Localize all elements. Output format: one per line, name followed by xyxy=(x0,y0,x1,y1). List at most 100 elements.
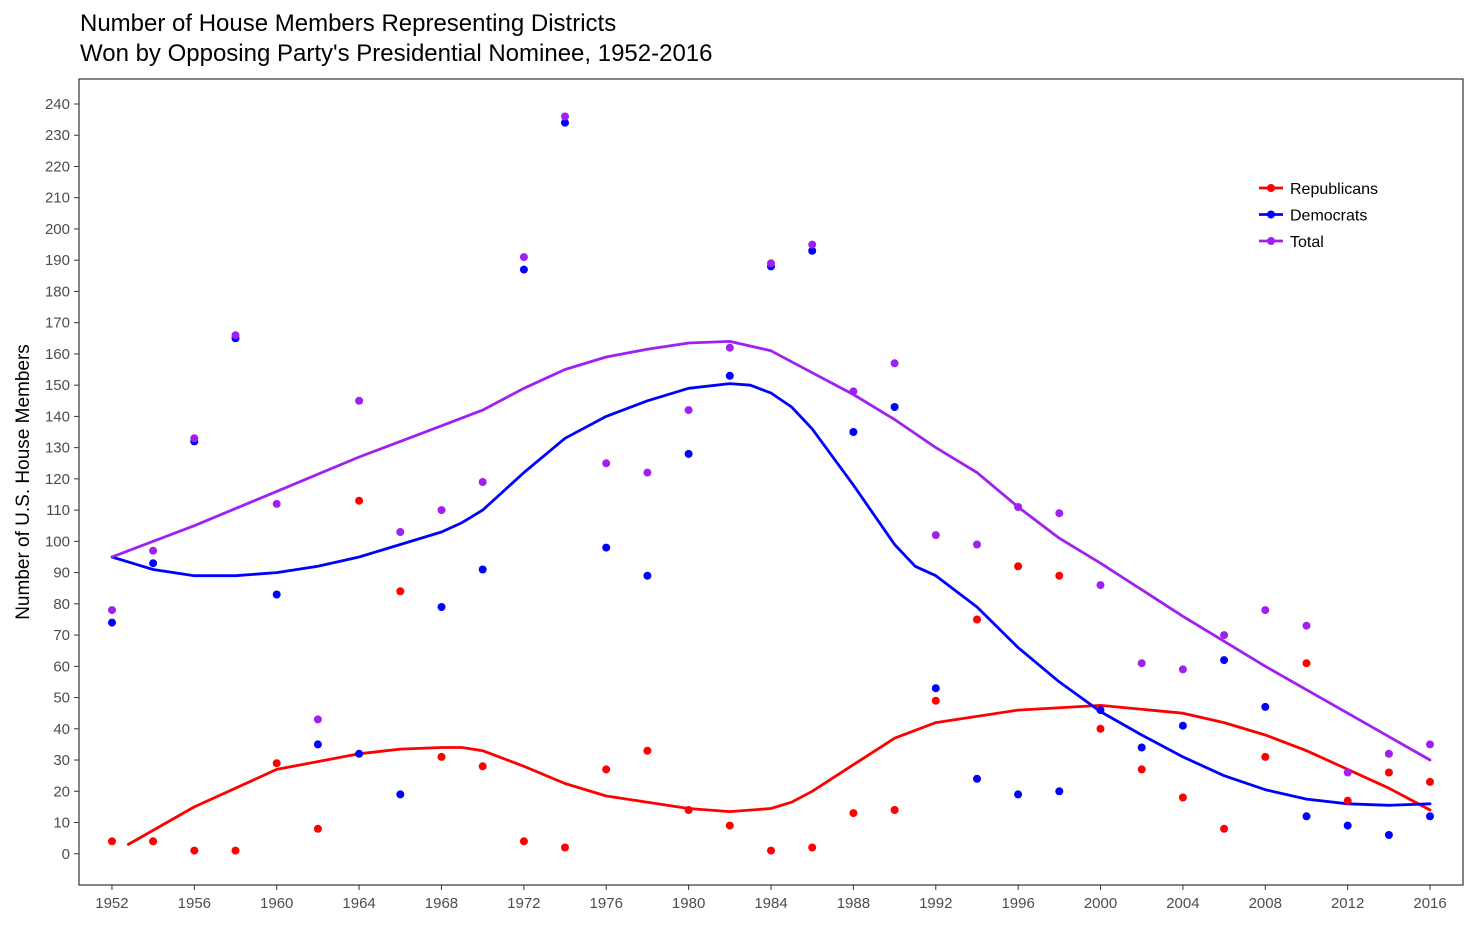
data-point-democrats xyxy=(931,684,940,693)
data-point-total xyxy=(849,387,858,396)
data-point-republicans xyxy=(272,759,281,768)
data-point-republicans xyxy=(1220,824,1229,833)
data-point-total xyxy=(602,459,611,468)
data-point-democrats xyxy=(1426,812,1434,821)
data-point-democrats xyxy=(355,749,364,758)
data-point-total xyxy=(478,478,487,486)
data-point-democrats xyxy=(725,371,734,380)
x-tick-label: 1984 xyxy=(754,895,787,912)
data-point-democrats xyxy=(149,559,158,568)
x-tick-label: 1956 xyxy=(178,895,211,912)
legend-key-point xyxy=(1267,237,1275,245)
y-tick-label: 180 xyxy=(45,283,70,300)
data-point-republicans xyxy=(1178,793,1187,802)
data-point-total xyxy=(1384,749,1393,758)
data-point-total xyxy=(890,359,899,368)
x-tick-label: 1980 xyxy=(672,895,705,912)
y-tick-label: 50 xyxy=(53,690,70,707)
title-line-2: Won by Opposing Party's Presidential Nom… xyxy=(80,40,713,67)
x-tick-label: 1996 xyxy=(1001,895,1034,912)
data-point-democrats xyxy=(973,774,981,783)
trend-line-republicans xyxy=(127,704,1432,846)
data-point-total xyxy=(231,331,240,340)
title-line-1: Number of House Members Representing Dis… xyxy=(80,10,616,37)
data-point-total xyxy=(808,240,817,249)
trend-lines xyxy=(110,340,1432,846)
trend-line-total xyxy=(110,340,1432,762)
data-point-democrats xyxy=(1302,812,1311,821)
data-point-total xyxy=(437,506,446,515)
data-point-republicans xyxy=(1426,777,1434,786)
data-point-democrats xyxy=(272,590,281,599)
y-axis: 0 10 20 30 40 50 60 70 80 90 100 110 120 130 140 150 160… xyxy=(45,96,79,863)
data-point-total xyxy=(149,546,158,555)
data-point-republicans xyxy=(355,496,364,505)
x-axis: 1952 1956 1960 1964 1968 1972 1976 1980 1984 1988… xyxy=(95,885,1447,912)
data-point-democrats xyxy=(1137,743,1146,752)
y-tick-label: 240 xyxy=(45,96,70,113)
data-point-republicans xyxy=(108,837,116,846)
y-tick-label: 120 xyxy=(45,471,70,488)
data-point-republicans xyxy=(602,765,611,774)
data-point-democrats xyxy=(684,449,693,458)
data-point-total xyxy=(684,406,693,415)
data-point-total xyxy=(1343,768,1352,777)
legend-key-point xyxy=(1267,210,1275,219)
data-point-republicans xyxy=(684,806,693,814)
data-point-democrats xyxy=(890,403,899,411)
data-point-total xyxy=(1055,509,1064,518)
y-axis-label: Number of U.S. House Members xyxy=(13,344,34,620)
data-point-total xyxy=(1178,665,1187,674)
data-point-republicans xyxy=(1261,752,1270,761)
x-tick-label: 2016 xyxy=(1413,895,1446,912)
data-point-democrats xyxy=(643,571,652,580)
y-tick-label: 140 xyxy=(45,408,70,425)
x-tick-label: 1964 xyxy=(342,895,375,912)
data-point-total xyxy=(108,606,116,615)
x-tick-label: 1988 xyxy=(837,895,870,912)
data-point-total xyxy=(643,468,652,477)
data-point-total xyxy=(1137,659,1146,668)
data-point-democrats xyxy=(808,246,817,255)
x-tick-label: 1976 xyxy=(590,895,623,912)
data-point-democrats xyxy=(1014,790,1023,799)
data-point-total xyxy=(973,540,981,549)
x-tick-label: 2008 xyxy=(1249,895,1282,912)
data-point-republicans xyxy=(437,752,446,761)
data-point-republicans xyxy=(396,587,405,596)
y-tick-label: 60 xyxy=(53,658,70,675)
x-tick-label: 1960 xyxy=(260,895,293,912)
y-tick-label: 170 xyxy=(45,315,70,332)
data-point-republicans xyxy=(231,846,240,855)
data-point-republicans xyxy=(849,809,858,818)
data-point-republicans xyxy=(313,824,322,833)
legend-key-point xyxy=(1267,184,1275,192)
data-point-republicans xyxy=(1343,796,1352,805)
y-tick-label: 130 xyxy=(45,440,70,457)
legend-label: Total xyxy=(1290,234,1324,251)
data-point-republicans xyxy=(1014,562,1023,571)
data-point-democrats xyxy=(108,618,116,627)
y-tick-label: 160 xyxy=(45,346,70,363)
data-point-republicans xyxy=(1055,571,1064,580)
x-tick-label: 2000 xyxy=(1084,895,1117,912)
y-tick-label: 190 xyxy=(45,252,70,269)
data-point-republicans xyxy=(1302,659,1311,668)
y-tick-label: 230 xyxy=(45,127,70,144)
data-point-democrats xyxy=(561,118,569,127)
data-point-total xyxy=(1096,581,1105,590)
y-tick-label: 20 xyxy=(53,783,70,800)
data-point-democrats xyxy=(1055,787,1064,796)
data-point-republicans xyxy=(149,837,158,846)
data-point-republicans xyxy=(1096,724,1105,733)
x-tick-label: 1992 xyxy=(919,895,952,912)
y-tick-label: 0 xyxy=(62,846,70,863)
y-tick-label: 150 xyxy=(45,377,70,394)
y-tick-label: 30 xyxy=(53,752,70,769)
y-tick-label: 70 xyxy=(53,627,70,644)
data-point-democrats xyxy=(437,603,446,611)
data-point-republicans xyxy=(190,846,199,855)
x-tick-label: 1972 xyxy=(507,895,540,912)
data-point-democrats xyxy=(1261,702,1270,711)
data-point-total xyxy=(1426,740,1434,749)
